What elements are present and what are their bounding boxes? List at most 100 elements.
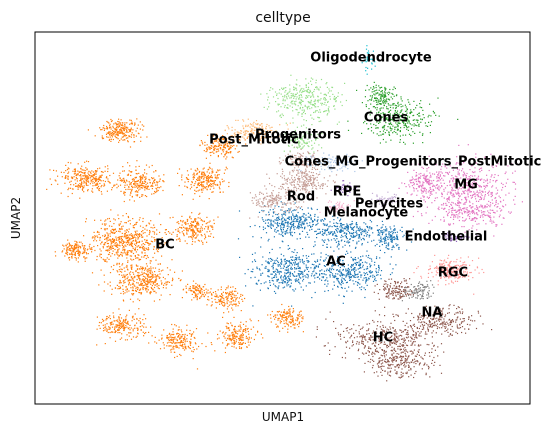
cell-point bbox=[277, 311, 279, 313]
cell-point bbox=[418, 335, 420, 337]
cell-point bbox=[382, 224, 384, 226]
cell-point bbox=[335, 275, 337, 278]
cell-point bbox=[122, 299, 124, 301]
cell-point bbox=[244, 297, 246, 300]
cell-point bbox=[368, 227, 370, 229]
cell-point bbox=[399, 343, 401, 345]
cell-point bbox=[435, 332, 437, 334]
cell-point bbox=[380, 236, 382, 238]
cell-point bbox=[137, 329, 139, 331]
cell-point bbox=[102, 324, 104, 326]
cell-point bbox=[179, 344, 181, 346]
cell-point bbox=[112, 134, 114, 136]
cell-point bbox=[384, 236, 386, 238]
cell-point bbox=[126, 229, 128, 231]
cell-point bbox=[280, 277, 282, 279]
cell-point bbox=[86, 160, 88, 162]
cell-point bbox=[353, 236, 355, 238]
cell-point bbox=[360, 259, 362, 261]
cell-point bbox=[360, 234, 363, 236]
cell-point bbox=[310, 217, 312, 219]
cell-point bbox=[232, 299, 234, 301]
cell-point bbox=[108, 217, 110, 220]
cell-point bbox=[208, 299, 210, 301]
cell-point bbox=[221, 303, 223, 305]
cell-point bbox=[126, 277, 128, 279]
cell-point bbox=[186, 232, 188, 234]
cell-point bbox=[228, 304, 230, 306]
cell-point bbox=[92, 191, 94, 193]
cell-point bbox=[367, 226, 369, 229]
cell-point bbox=[224, 169, 226, 171]
cell-point bbox=[122, 252, 124, 254]
cell-point bbox=[233, 340, 236, 342]
cell-point bbox=[120, 221, 122, 223]
cell-point bbox=[352, 233, 354, 235]
cell-point bbox=[362, 264, 364, 266]
cell-point bbox=[83, 187, 85, 189]
cell-point bbox=[362, 266, 364, 268]
cell-point bbox=[110, 118, 112, 121]
cell-point bbox=[387, 236, 389, 238]
cell-point bbox=[364, 335, 366, 338]
cell-point bbox=[199, 212, 201, 214]
cell-point bbox=[133, 179, 135, 181]
cell-point bbox=[263, 220, 265, 222]
cell-point bbox=[260, 274, 262, 276]
cell-point bbox=[138, 289, 141, 291]
cell-point bbox=[132, 180, 134, 182]
cell-point bbox=[132, 289, 134, 291]
cell-point bbox=[166, 281, 168, 283]
cell-point bbox=[322, 244, 324, 246]
cell-point bbox=[117, 249, 119, 251]
cell-point bbox=[349, 231, 351, 233]
cell-point bbox=[348, 269, 351, 271]
cell-point bbox=[223, 156, 225, 158]
cell-point bbox=[145, 254, 147, 256]
cell-point bbox=[126, 243, 129, 246]
cell-point bbox=[70, 244, 72, 246]
cell-point bbox=[166, 335, 168, 337]
cell-point bbox=[119, 238, 121, 241]
cell-point bbox=[171, 333, 173, 335]
cell-point bbox=[279, 320, 281, 322]
cell-point bbox=[119, 266, 121, 268]
cell-point bbox=[197, 217, 199, 219]
cell-point bbox=[141, 181, 144, 183]
cell-point bbox=[369, 219, 371, 221]
cell-point bbox=[71, 250, 73, 252]
cell-point bbox=[347, 273, 349, 275]
cell-point bbox=[135, 232, 137, 234]
cell-point bbox=[367, 256, 369, 259]
cell-point bbox=[147, 275, 149, 277]
cell-point bbox=[375, 268, 377, 270]
cell-point bbox=[83, 256, 85, 258]
cell-point bbox=[76, 250, 78, 252]
cell-point bbox=[192, 232, 194, 234]
cell-point bbox=[217, 174, 219, 176]
cell-point bbox=[107, 180, 109, 182]
cell-point bbox=[114, 228, 116, 231]
cell-point bbox=[108, 181, 110, 183]
cell-point bbox=[292, 321, 294, 323]
cell-point bbox=[380, 227, 382, 229]
cell-point bbox=[378, 266, 380, 268]
cell-point bbox=[205, 226, 207, 228]
cell-point bbox=[103, 281, 106, 283]
cell-point bbox=[136, 286, 138, 289]
cell-point bbox=[124, 241, 126, 243]
cell-point bbox=[352, 259, 354, 261]
cell-point bbox=[368, 254, 370, 257]
cell-point bbox=[230, 295, 233, 297]
cell-point bbox=[378, 267, 380, 269]
cell-point bbox=[354, 258, 356, 261]
cell-point bbox=[279, 322, 281, 324]
cell-point bbox=[154, 274, 156, 276]
cell-point bbox=[228, 311, 230, 313]
cell-point bbox=[105, 326, 107, 328]
cell-point bbox=[354, 236, 356, 238]
cell-point bbox=[120, 268, 122, 270]
cell-point bbox=[115, 244, 117, 246]
cell-point bbox=[146, 255, 148, 257]
